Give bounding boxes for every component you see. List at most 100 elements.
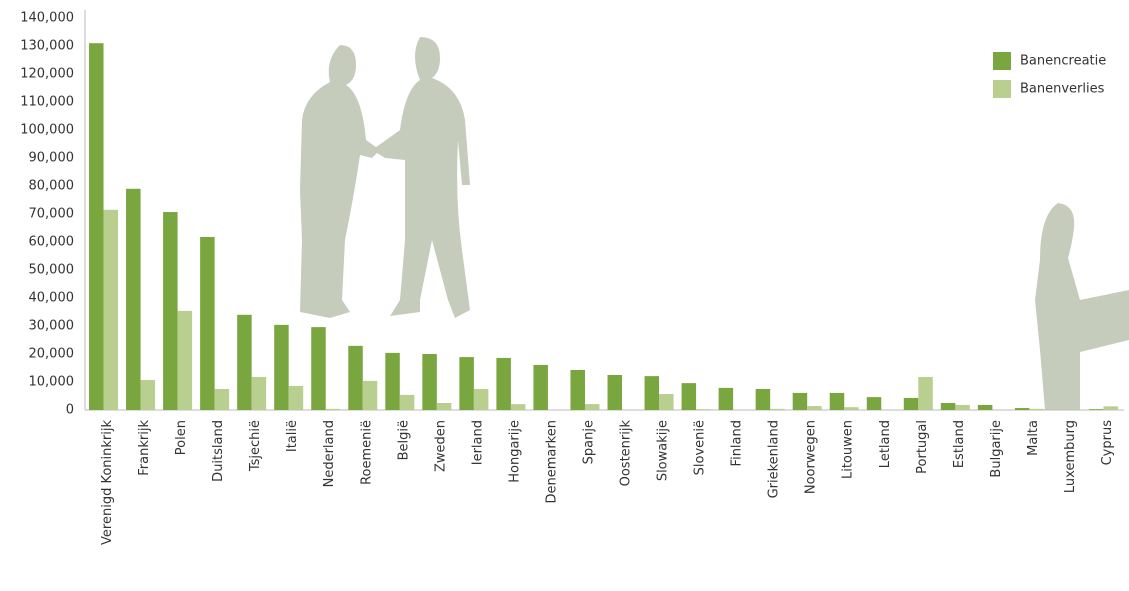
bar	[89, 43, 104, 410]
legend-swatch	[993, 52, 1011, 70]
x-tick-label: Spanje	[581, 420, 596, 464]
bar	[473, 389, 489, 410]
bar	[103, 209, 119, 410]
y-tick-label: 20,000	[29, 347, 75, 362]
x-tick-label: Denemarken	[544, 420, 559, 504]
bar	[385, 352, 400, 410]
x-tick-label: Slowakije	[656, 420, 671, 481]
x-tick-label: Bulgarije	[989, 420, 1004, 478]
x-tick-label: Cyprus	[1100, 420, 1115, 466]
bar	[325, 408, 341, 410]
bar	[584, 404, 600, 410]
bar	[681, 383, 697, 410]
bar	[436, 403, 452, 410]
bar	[755, 389, 771, 410]
bar	[866, 397, 882, 410]
y-tick-label: 0	[66, 403, 74, 418]
x-tick-label: Slovenië	[693, 420, 708, 475]
y-tick-label: 60,000	[29, 235, 75, 250]
bar	[607, 375, 623, 410]
bar	[288, 385, 304, 410]
x-tick-label: Estland	[952, 420, 967, 468]
bar	[829, 392, 845, 410]
bar	[274, 324, 289, 410]
x-tick-label: Luxemburg	[1063, 420, 1078, 493]
bar	[1029, 408, 1044, 410]
x-tick-label: Roemenië	[359, 420, 374, 485]
bar	[940, 403, 956, 410]
x-tick-label: Portugal	[915, 420, 930, 474]
bar	[510, 404, 526, 410]
bar	[126, 188, 141, 410]
y-tick-label: 110,000	[20, 95, 74, 110]
x-tick-label: België	[396, 420, 411, 460]
x-tick-label: Letland	[878, 420, 893, 468]
x-tick-label: Noorwegen	[804, 420, 819, 494]
bar	[177, 310, 193, 410]
bar	[496, 357, 511, 410]
y-tick-label: 50,000	[29, 263, 75, 278]
x-tick-label: Griekenland	[767, 420, 782, 498]
x-tick-label: Malta	[1026, 420, 1041, 456]
bar	[1088, 409, 1104, 410]
bar	[214, 389, 230, 410]
x-tick-label: Ierland	[470, 420, 485, 465]
bar	[696, 409, 711, 410]
bar	[718, 387, 734, 410]
y-tick-label: 130,000	[20, 39, 74, 54]
y-tick-label: 30,000	[29, 319, 75, 334]
bar	[1014, 408, 1030, 410]
bar	[200, 236, 215, 410]
bar	[644, 376, 660, 410]
bar	[918, 376, 933, 410]
bar	[533, 364, 548, 410]
bar	[459, 357, 474, 410]
bar	[399, 394, 415, 410]
x-tick-label: Duitsland	[211, 420, 226, 482]
bar	[311, 327, 326, 410]
x-tick-label: Tsjechië	[248, 420, 263, 472]
bar	[844, 407, 859, 410]
x-tick-label: Hongarije	[507, 420, 522, 483]
bar	[140, 380, 156, 410]
bar	[1103, 406, 1118, 410]
y-tick-label: 140,000	[20, 11, 74, 26]
silhouette-man-left	[300, 45, 380, 318]
legend-label: Banencreatie	[1020, 54, 1106, 69]
bar	[251, 376, 267, 410]
y-tick-label: 90,000	[29, 151, 75, 166]
bar	[903, 397, 919, 410]
bar	[807, 406, 822, 410]
y-tick-label: 40,000	[29, 291, 75, 306]
silhouettes	[300, 37, 1129, 410]
bar	[1066, 409, 1081, 410]
silhouette-man-right	[372, 37, 470, 318]
x-tick-label: Italië	[285, 420, 300, 452]
x-tick-label: Oostenrijk	[619, 420, 634, 487]
y-tick-label: 80,000	[29, 179, 75, 194]
bar	[362, 380, 378, 410]
x-tick-label: Polen	[174, 420, 189, 455]
bar	[422, 354, 437, 410]
y-tick-label: 100,000	[20, 123, 74, 138]
y-tick-label: 10,000	[29, 375, 75, 390]
x-tick-label: Verenigd Koninkrijk	[100, 420, 115, 545]
bar	[163, 212, 178, 410]
y-tick-label: 70,000	[29, 207, 75, 222]
x-tick-label: Nederland	[322, 420, 337, 487]
legend-label: Banenverlies	[1020, 82, 1105, 97]
bar	[237, 314, 252, 410]
bar	[792, 392, 808, 410]
x-tick-label: Finland	[730, 420, 745, 466]
bar	[570, 369, 585, 410]
x-tick-label: Zweden	[433, 420, 448, 472]
y-tick-label: 120,000	[20, 67, 74, 82]
legend-swatch	[993, 80, 1011, 98]
bar	[955, 404, 970, 410]
x-tick-label: Frankrijk	[137, 420, 152, 476]
x-tick-label: Litouwen	[841, 420, 856, 479]
bar	[659, 394, 674, 410]
silhouette-woman	[1035, 203, 1129, 410]
bar	[977, 404, 993, 410]
